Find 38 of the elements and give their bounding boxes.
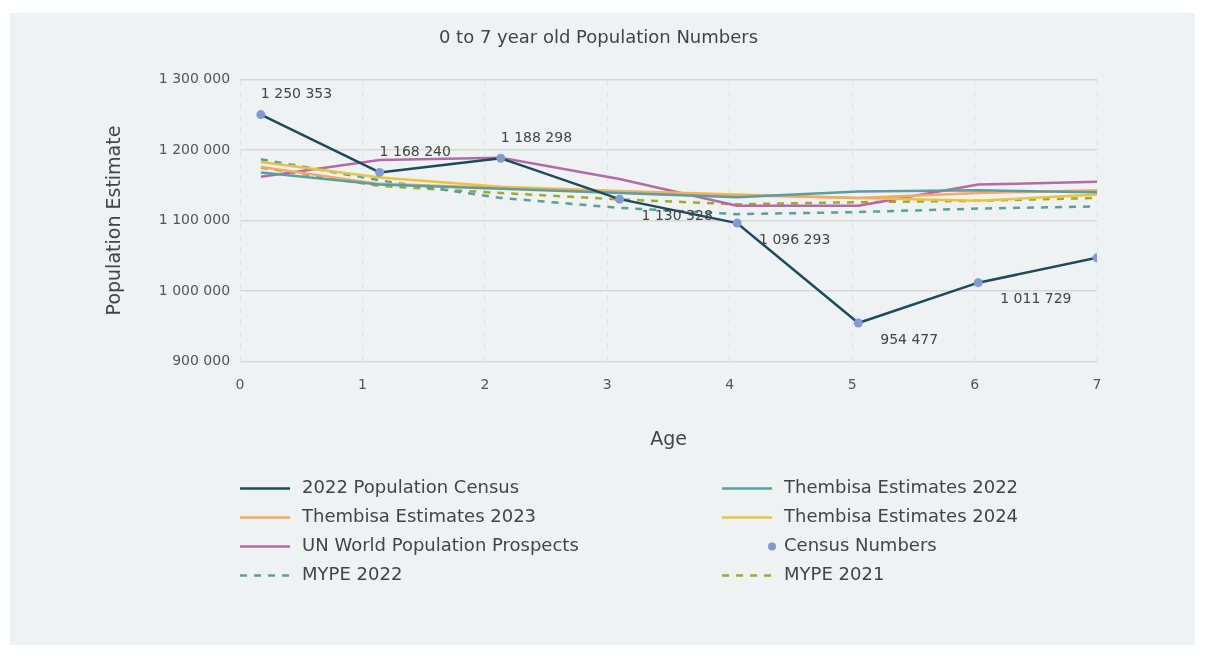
point bbox=[732, 218, 742, 228]
x-tick-label: 5 bbox=[847, 376, 857, 393]
legend-label: MYPE 2021 bbox=[784, 563, 885, 585]
x-tick-label: 1 bbox=[358, 376, 367, 393]
y-tick-label: 1 100 000 bbox=[158, 211, 231, 228]
legend-label: MYPE 2022 bbox=[302, 563, 403, 585]
y-tick-label: 1 300 000 bbox=[158, 70, 231, 87]
x-axis-title: Age bbox=[650, 426, 687, 449]
point bbox=[973, 278, 983, 288]
point bbox=[256, 110, 266, 120]
y-tick-label: 900 000 bbox=[172, 352, 231, 369]
legend-label: Thembisa Estimates 2024 bbox=[783, 505, 1019, 527]
point bbox=[615, 194, 625, 204]
x-tick-label: 4 bbox=[725, 376, 735, 393]
legend-label: UN World Population Prospects bbox=[302, 534, 579, 556]
data-label: 1 250 353 bbox=[260, 85, 333, 102]
legend-label: Thembisa Estimates 2023 bbox=[301, 505, 537, 527]
legend-label: 2022 Population Census bbox=[302, 476, 520, 498]
data-label: 1 096 293 bbox=[759, 230, 831, 247]
data-label: 1 011 729 bbox=[1000, 290, 1072, 307]
chart-title: 0 to 7 year old Population Numbers bbox=[438, 26, 759, 48]
x-tick-label: 3 bbox=[602, 376, 612, 393]
y-tick-label: 1 000 000 bbox=[158, 281, 231, 298]
legend-label: Census Numbers bbox=[784, 534, 937, 556]
y-axis-title: Population Estimate bbox=[102, 125, 125, 316]
legend-label: Thembisa Estimates 2022 bbox=[783, 476, 1019, 498]
x-tick-label: 2 bbox=[480, 376, 490, 393]
point bbox=[496, 153, 506, 163]
data-label: 1 168 240 bbox=[379, 143, 451, 160]
data-label: 1 130 328 bbox=[641, 206, 713, 223]
x-tick-label: 7 bbox=[1092, 376, 1102, 393]
x-tick-label: 0 bbox=[235, 376, 245, 393]
x-tick-label: 6 bbox=[970, 376, 980, 393]
point bbox=[853, 318, 863, 328]
data-label: 954 477 bbox=[880, 330, 939, 347]
point bbox=[375, 167, 385, 177]
data-label: 1 188 298 bbox=[500, 128, 573, 145]
y-tick-label: 1 200 000 bbox=[158, 140, 231, 157]
